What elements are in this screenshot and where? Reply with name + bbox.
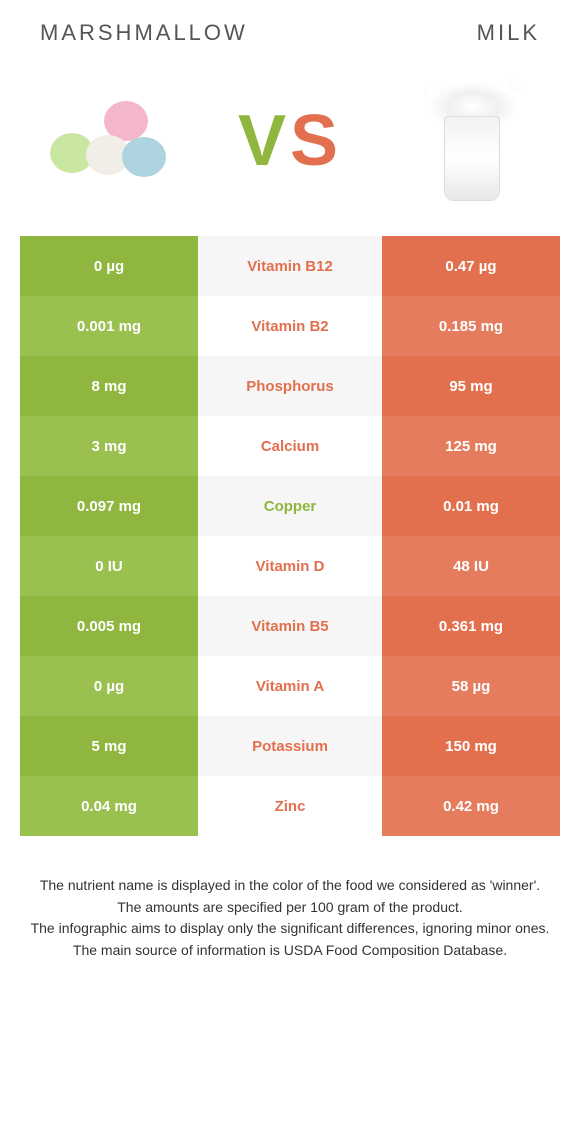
left-value: 5 mg bbox=[20, 716, 198, 776]
vs-letter-s: S bbox=[290, 100, 342, 182]
vs-label: V S bbox=[238, 100, 342, 182]
vs-row: V S bbox=[0, 56, 580, 236]
right-value: 125 mg bbox=[382, 416, 560, 476]
right-value: 0.42 mg bbox=[382, 776, 560, 836]
right-value: 58 µg bbox=[382, 656, 560, 716]
note-line-1: The nutrient name is displayed in the co… bbox=[28, 876, 552, 896]
note-line-3: The infographic aims to display only the… bbox=[28, 919, 552, 939]
nutrient-name: Calcium bbox=[198, 416, 382, 476]
nutrient-name: Vitamin B12 bbox=[198, 236, 382, 296]
nutrient-name: Copper bbox=[198, 476, 382, 536]
left-value: 0.04 mg bbox=[20, 776, 198, 836]
left-value: 0.001 mg bbox=[20, 296, 198, 356]
marshmallow-image bbox=[30, 76, 190, 206]
nutrient-row: 3 mgCalcium125 mg bbox=[20, 416, 560, 476]
nutrient-name: Vitamin B2 bbox=[198, 296, 382, 356]
right-value: 150 mg bbox=[382, 716, 560, 776]
nutrient-row: 8 mgPhosphorus95 mg bbox=[20, 356, 560, 416]
right-value: 0.361 mg bbox=[382, 596, 560, 656]
right-value: 0.47 µg bbox=[382, 236, 560, 296]
right-value: 0.185 mg bbox=[382, 296, 560, 356]
right-food-title: Milk bbox=[477, 20, 540, 46]
left-value: 0 µg bbox=[20, 236, 198, 296]
left-value: 3 mg bbox=[20, 416, 198, 476]
left-value: 0 IU bbox=[20, 536, 198, 596]
vs-letter-v: V bbox=[238, 100, 290, 182]
note-line-4: The main source of information is USDA F… bbox=[28, 941, 552, 961]
left-value: 0.097 mg bbox=[20, 476, 198, 536]
nutrient-name: Zinc bbox=[198, 776, 382, 836]
nutrient-table: 0 µgVitamin B120.47 µg0.001 mgVitamin B2… bbox=[0, 236, 580, 836]
nutrient-row: 0.005 mgVitamin B50.361 mg bbox=[20, 596, 560, 656]
nutrient-row: 0.001 mgVitamin B20.185 mg bbox=[20, 296, 560, 356]
nutrient-row: 0 IUVitamin D48 IU bbox=[20, 536, 560, 596]
header: Marshmallow Milk bbox=[0, 0, 580, 56]
milk-image bbox=[390, 76, 550, 206]
nutrient-row: 0.097 mgCopper0.01 mg bbox=[20, 476, 560, 536]
nutrient-row: 0 µgVitamin A58 µg bbox=[20, 656, 560, 716]
note-line-2: The amounts are specified per 100 gram o… bbox=[28, 898, 552, 918]
nutrient-row: 0.04 mgZinc0.42 mg bbox=[20, 776, 560, 836]
left-value: 0.005 mg bbox=[20, 596, 198, 656]
nutrient-name: Phosphorus bbox=[198, 356, 382, 416]
left-value: 0 µg bbox=[20, 656, 198, 716]
footer-notes: The nutrient name is displayed in the co… bbox=[0, 836, 580, 960]
right-value: 0.01 mg bbox=[382, 476, 560, 536]
nutrient-name: Vitamin A bbox=[198, 656, 382, 716]
left-food-title: Marshmallow bbox=[40, 20, 248, 46]
right-value: 95 mg bbox=[382, 356, 560, 416]
nutrient-row: 5 mgPotassium150 mg bbox=[20, 716, 560, 776]
nutrient-name: Potassium bbox=[198, 716, 382, 776]
nutrient-name: Vitamin B5 bbox=[198, 596, 382, 656]
left-value: 8 mg bbox=[20, 356, 198, 416]
nutrient-name: Vitamin D bbox=[198, 536, 382, 596]
right-value: 48 IU bbox=[382, 536, 560, 596]
nutrient-row: 0 µgVitamin B120.47 µg bbox=[20, 236, 560, 296]
